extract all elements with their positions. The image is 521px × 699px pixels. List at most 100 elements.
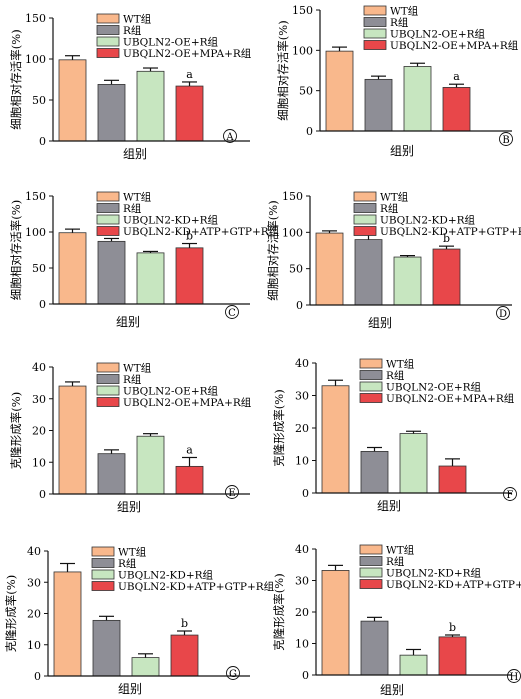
bar	[325, 50, 354, 132]
bar	[393, 256, 422, 306]
bar	[432, 248, 461, 306]
legend-swatch	[96, 362, 120, 373]
y-tick-label: 10	[32, 456, 46, 469]
panel-label-circle	[503, 487, 517, 501]
panel-label-circle	[499, 132, 513, 146]
significance-label: b	[443, 232, 450, 245]
chart-panel-h: b 0 10 20 30 40 克隆形成率(%) 组别 WT组R组UBQLN2-KD+R组UBQ…	[272, 543, 521, 697]
y-axis-title: 克隆形成率(%)	[4, 575, 18, 652]
y-tick-label: 100	[25, 226, 46, 239]
bar	[354, 239, 383, 306]
bar	[131, 657, 160, 677]
y-tick-label: 40	[27, 545, 41, 558]
bar	[360, 620, 389, 676]
legend-entry: UBQLN2-KD+ATP+GTP+R组	[386, 578, 521, 591]
legend-swatch	[96, 374, 120, 384]
panel-label: F	[507, 490, 514, 501]
bar	[321, 385, 350, 494]
y-tick-label: 50	[32, 262, 46, 275]
y-tick-label: 40	[295, 357, 309, 370]
legend-entry: R组	[118, 557, 137, 570]
x-axis-title: 组别	[123, 147, 147, 161]
legend-swatch	[96, 226, 120, 236]
bar	[442, 87, 471, 132]
bar	[403, 66, 432, 132]
legend-entry: WT组	[386, 358, 415, 371]
bar	[58, 59, 87, 142]
y-tick-label: 100	[292, 44, 313, 57]
legend-entry: WT组	[123, 362, 152, 375]
legend-entry: R组	[386, 555, 405, 568]
y-axis-title: 细胞相对存活率(%)	[9, 29, 23, 129]
y-tick-label: 20	[32, 425, 46, 438]
significance-label: a	[186, 68, 193, 81]
y-tick-label: 0	[39, 298, 46, 311]
legend-entry: UBQLN2-OE+MPA+R组	[123, 47, 252, 60]
bar	[58, 232, 87, 305]
panel-label: G	[229, 669, 237, 680]
y-tick-label: 50	[289, 263, 303, 276]
bar	[175, 465, 204, 495]
legend-swatch	[359, 381, 383, 392]
significance-label: b	[449, 621, 456, 634]
chart-panel-e: a 0 10 20 30 40 克隆形成率(%) 组别 WT组R组UBQLN2-OE+R组UBQ…	[9, 361, 252, 514]
legend-swatch	[91, 581, 115, 591]
x-axis-title: 组别	[117, 500, 141, 514]
legend-swatch	[353, 203, 377, 213]
y-tick-label: 50	[299, 85, 313, 98]
y-tick-label: 30	[32, 393, 46, 406]
legend-entry: R组	[390, 16, 409, 29]
bar	[360, 450, 389, 494]
legend-swatch	[359, 544, 383, 555]
x-axis-title: 组别	[116, 315, 140, 329]
y-tick-label: 10	[295, 638, 309, 651]
legend-entry: UBQLN2-OE+R组	[390, 28, 486, 41]
y-axis-title: 克隆形成率(%)	[272, 573, 286, 650]
legend-entry: WT组	[380, 191, 409, 204]
y-tick-label: 20	[295, 422, 309, 435]
y-tick-label: 150	[25, 190, 46, 203]
bar	[58, 385, 87, 495]
y-tick-label: 0	[39, 488, 46, 501]
legend-entry: UBQLN2-KD+ATP+GTP+R组	[118, 580, 275, 593]
legend-entry: UBQLN2-KD+R组	[123, 214, 219, 227]
bar	[364, 78, 393, 132]
y-tick-label: 0	[302, 669, 309, 682]
legend-swatch	[96, 203, 120, 213]
legend-swatch	[96, 13, 120, 24]
panel-label-circle	[225, 485, 239, 499]
bar	[97, 240, 126, 305]
legend-swatch	[359, 358, 383, 369]
bar	[170, 634, 199, 677]
y-tick-label: 30	[27, 576, 41, 589]
legend-swatch	[359, 393, 383, 403]
legend-swatch	[353, 226, 377, 236]
chart-panel-c: b050100150细胞相对存活率(%)组别WT组R组UBQLN2-KD+R组U…	[9, 190, 280, 329]
legend-swatch	[96, 397, 120, 407]
bar	[321, 570, 350, 676]
y-axis-title: 细胞相对存活率(%)	[276, 20, 290, 120]
bar	[53, 571, 82, 677]
legend-entry: WT组	[386, 544, 415, 557]
y-tick-label: 150	[25, 12, 46, 25]
y-tick-label: 100	[25, 53, 46, 66]
legend-entry: UBQLN2-KD+R组	[386, 567, 482, 580]
x-axis-title: 组别	[390, 144, 414, 158]
legend-swatch	[91, 558, 115, 568]
bar	[175, 247, 204, 305]
legend-entry: UBQLN2-KD+ATP+GTP+R组	[380, 225, 521, 238]
panel-label: H	[510, 672, 519, 683]
panel-label-circle	[225, 305, 239, 319]
bar	[175, 85, 204, 142]
y-tick-label: 10	[295, 455, 309, 468]
y-tick-label: 20	[295, 606, 309, 619]
y-tick-label: 40	[32, 361, 46, 374]
bar	[97, 453, 126, 495]
legend-swatch	[91, 546, 115, 557]
chart-panel-f: 0 10 20 30 40 克隆形成率(%) 组别 WT组R组UBQLN2-OE+R组UBQL…	[272, 357, 517, 513]
legend-entry: UBQLN2-OE+R组	[123, 36, 219, 49]
